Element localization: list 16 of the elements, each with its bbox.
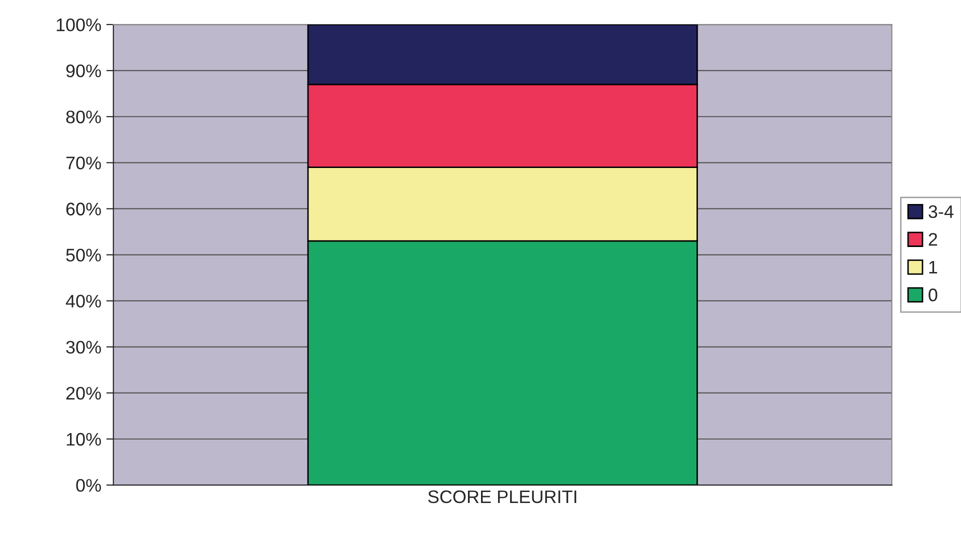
y-tick-label: 60% — [66, 202, 101, 216]
legend-label: 0 — [928, 288, 938, 302]
y-tick-label: 90% — [66, 64, 101, 78]
y-tick-label: 80% — [66, 110, 101, 124]
y-tick-label: 100% — [56, 18, 101, 32]
y-tick-label: 10% — [66, 432, 101, 446]
x-tick-label: SCORE PLEURITI — [428, 490, 576, 504]
legend-label: 2 — [928, 233, 938, 246]
legend-label: 1 — [929, 260, 938, 274]
y-tick-label: 40% — [66, 294, 101, 308]
y-tick-label: 0% — [76, 478, 101, 492]
legend-label: 3-4 — [928, 205, 954, 218]
y-tick-label: 70% — [66, 156, 101, 170]
y-tick-label: 30% — [66, 340, 101, 354]
y-tick-label: 50% — [66, 248, 101, 262]
y-tick-label: 20% — [66, 386, 101, 400]
